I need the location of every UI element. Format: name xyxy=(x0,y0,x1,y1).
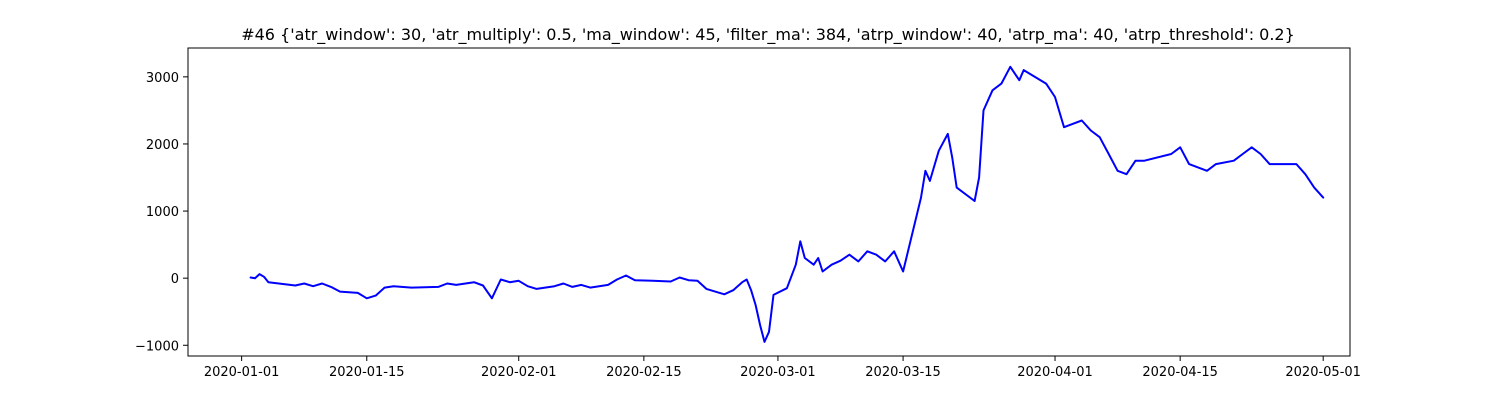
y-axis: −1000 0 1000 2000 3000 xyxy=(135,71,188,354)
y-tick-label: 0 xyxy=(171,272,179,287)
x-tick-label: 2020-03-15 xyxy=(865,365,941,380)
chart-title: #46 {'atr_window': 30, 'atr_multiply': 0… xyxy=(241,25,1295,45)
x-tick-label: 2020-01-15 xyxy=(329,365,405,380)
x-axis: 2020-01-01 2020-01-15 2020-02-01 2020-02-15… xyxy=(204,356,1361,380)
series-line-0 xyxy=(249,65,1325,343)
x-tick-label: 2020-01-01 xyxy=(204,365,280,380)
y-tick-label: −1000 xyxy=(135,339,179,354)
y-tick-label: 3000 xyxy=(146,71,179,86)
y-tick-label: 2000 xyxy=(146,138,179,153)
x-tick-label: 2020-05-01 xyxy=(1285,365,1361,380)
y-tick-label: 1000 xyxy=(146,205,179,220)
plot-frame xyxy=(187,47,1351,357)
x-tick-label: 2020-02-01 xyxy=(481,365,557,380)
x-tick-label: 2020-04-15 xyxy=(1142,365,1218,380)
x-tick-label: 2020-03-01 xyxy=(740,365,816,380)
x-tick-label: 2020-02-15 xyxy=(606,365,682,380)
x-tick-label: 2020-04-01 xyxy=(1017,365,1093,380)
